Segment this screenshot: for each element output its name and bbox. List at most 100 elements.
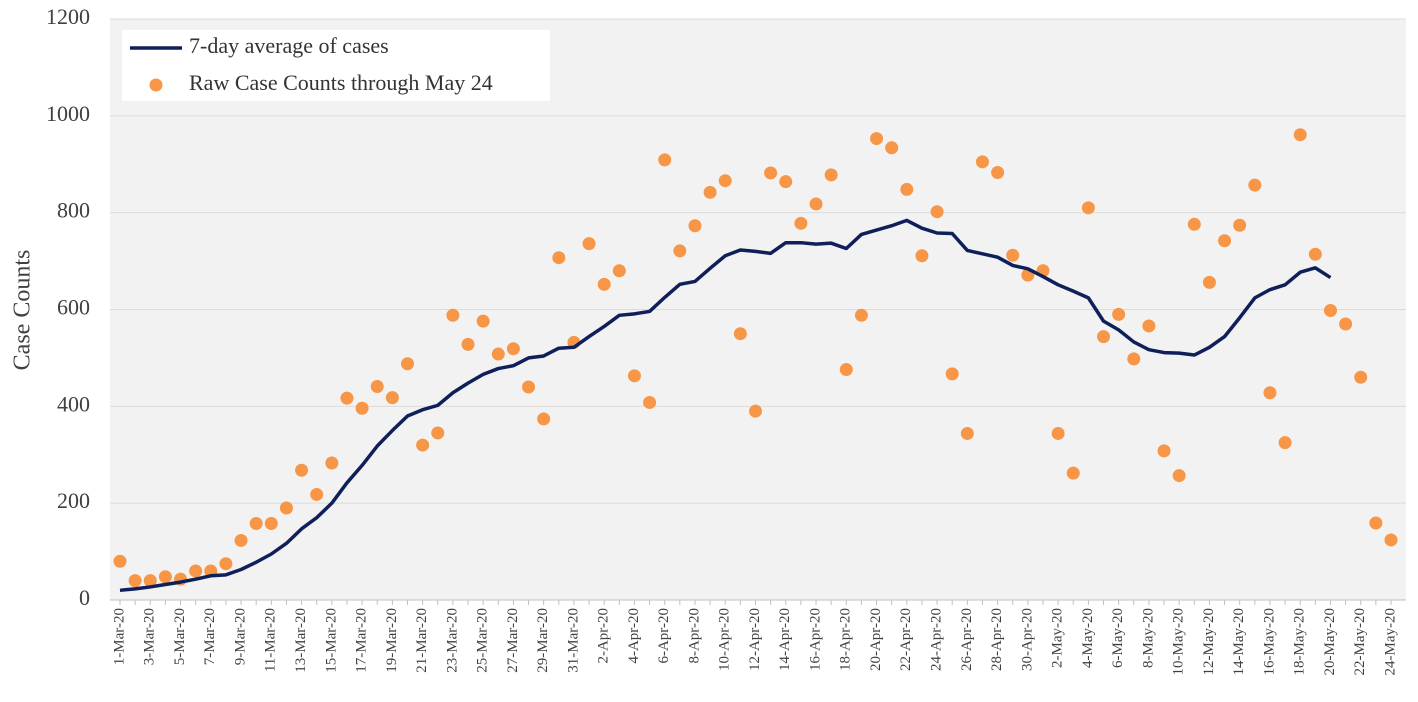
- raw-point: [143, 574, 157, 588]
- raw-point: [1066, 466, 1080, 480]
- raw-point: [960, 426, 974, 440]
- x-tick-label: 20-Apr-20: [868, 608, 884, 671]
- x-tick-label: 4-May-20: [1080, 608, 1096, 668]
- raw-point: [688, 219, 702, 233]
- x-tick-label: 2-May-20: [1050, 608, 1066, 668]
- x-tick-label: 6-May-20: [1110, 608, 1126, 668]
- raw-point: [416, 438, 430, 452]
- raw-point: [1142, 319, 1156, 333]
- raw-point: [612, 264, 626, 278]
- raw-point: [506, 342, 520, 356]
- raw-point: [340, 391, 354, 405]
- raw-point: [764, 166, 778, 180]
- x-tick-label: 5-Mar-20: [172, 608, 188, 665]
- raw-point: [113, 554, 127, 568]
- x-tick-label: 22-May-20: [1352, 608, 1368, 676]
- raw-point: [1369, 516, 1383, 530]
- x-tick-label: 29-Mar-20: [535, 608, 551, 673]
- raw-point: [249, 517, 263, 531]
- x-tick-label: 24-May-20: [1382, 608, 1398, 676]
- raw-point: [1354, 370, 1368, 384]
- raw-point: [1339, 317, 1353, 331]
- x-tick-label: 10-May-20: [1171, 608, 1187, 676]
- raw-point: [1157, 444, 1171, 458]
- raw-point: [945, 367, 959, 381]
- y-tick-label: 600: [57, 295, 90, 320]
- x-tick-label: 16-Apr-20: [807, 608, 823, 671]
- raw-point: [385, 391, 399, 405]
- raw-point: [189, 564, 203, 578]
- raw-point: [1233, 218, 1247, 232]
- x-tick-label: 8-Apr-20: [686, 608, 702, 664]
- raw-point: [749, 404, 762, 418]
- raw-point: [1248, 178, 1262, 192]
- y-tick-label: 0: [79, 585, 90, 610]
- raw-point: [446, 308, 460, 322]
- raw-point: [597, 277, 611, 291]
- raw-point: [975, 155, 989, 169]
- raw-point: [839, 363, 853, 377]
- x-tick-label: 24-Apr-20: [929, 608, 945, 671]
- raw-point: [1218, 234, 1232, 248]
- x-tick-label: 28-Apr-20: [989, 608, 1005, 671]
- y-tick-label: 1200: [46, 4, 90, 29]
- x-tick-label: 11-Mar-20: [263, 608, 279, 672]
- raw-point: [1384, 533, 1398, 547]
- raw-point: [779, 175, 793, 189]
- legend-swatch: [149, 78, 163, 92]
- legend: 7-day average of cases Raw Case Counts th…: [122, 30, 550, 101]
- x-tick-label: 25-Mar-20: [475, 608, 491, 673]
- raw-point: [158, 570, 172, 584]
- x-tick-label: 15-Mar-20: [323, 608, 339, 673]
- raw-point: [219, 557, 233, 571]
- legend-label: 7-day average of cases: [189, 33, 389, 58]
- x-tick-label: 12-May-20: [1201, 608, 1217, 676]
- x-tick-label: 8-May-20: [1140, 608, 1156, 668]
- x-tick-label: 4-Apr-20: [626, 608, 642, 664]
- raw-point: [1293, 128, 1307, 142]
- raw-point: [370, 379, 384, 393]
- raw-point: [1081, 201, 1095, 215]
- y-tick-label: 200: [57, 488, 90, 513]
- raw-point: [325, 456, 339, 470]
- x-tick-label: 1-Mar-20: [111, 608, 127, 665]
- raw-point: [552, 251, 566, 265]
- raw-point: [310, 487, 324, 501]
- raw-point: [400, 357, 414, 371]
- x-tick-label: 26-Apr-20: [959, 608, 975, 671]
- raw-point: [1202, 275, 1216, 289]
- x-tick-label: 13-Mar-20: [293, 608, 309, 673]
- raw-point: [703, 185, 717, 199]
- raw-point: [264, 517, 278, 531]
- x-tick-label: 9-Mar-20: [232, 608, 248, 665]
- raw-point: [461, 337, 475, 351]
- x-tick-label: 21-Mar-20: [414, 608, 430, 673]
- raw-point: [476, 314, 490, 328]
- raw-point: [128, 574, 142, 588]
- raw-point: [643, 395, 657, 409]
- legend-label: Raw Case Counts through May 24: [189, 70, 493, 95]
- x-tick-label: 3-Mar-20: [142, 608, 158, 665]
- raw-point: [279, 501, 293, 515]
- x-tick-label: 7-Mar-20: [202, 608, 218, 665]
- x-tick-label: 17-Mar-20: [354, 608, 370, 673]
- y-axis-label: Case Counts: [10, 250, 36, 371]
- raw-point: [809, 197, 823, 211]
- raw-point: [1263, 386, 1277, 400]
- raw-point: [885, 141, 899, 155]
- x-tick-label: 18-Apr-20: [838, 608, 854, 671]
- raw-point: [854, 308, 868, 322]
- raw-point: [733, 327, 747, 341]
- x-tick-label: 14-Apr-20: [777, 608, 793, 671]
- raw-point: [627, 369, 641, 383]
- raw-point: [1278, 436, 1292, 450]
- x-tick-label: 12-Apr-20: [747, 608, 763, 671]
- raw-point: [794, 216, 808, 230]
- x-tick-label: 31-Mar-20: [565, 608, 581, 673]
- raw-point: [1323, 303, 1337, 317]
- raw-point: [673, 244, 687, 258]
- raw-point: [1172, 469, 1186, 483]
- x-tick-label: 22-Apr-20: [898, 608, 914, 671]
- raw-point: [991, 165, 1005, 179]
